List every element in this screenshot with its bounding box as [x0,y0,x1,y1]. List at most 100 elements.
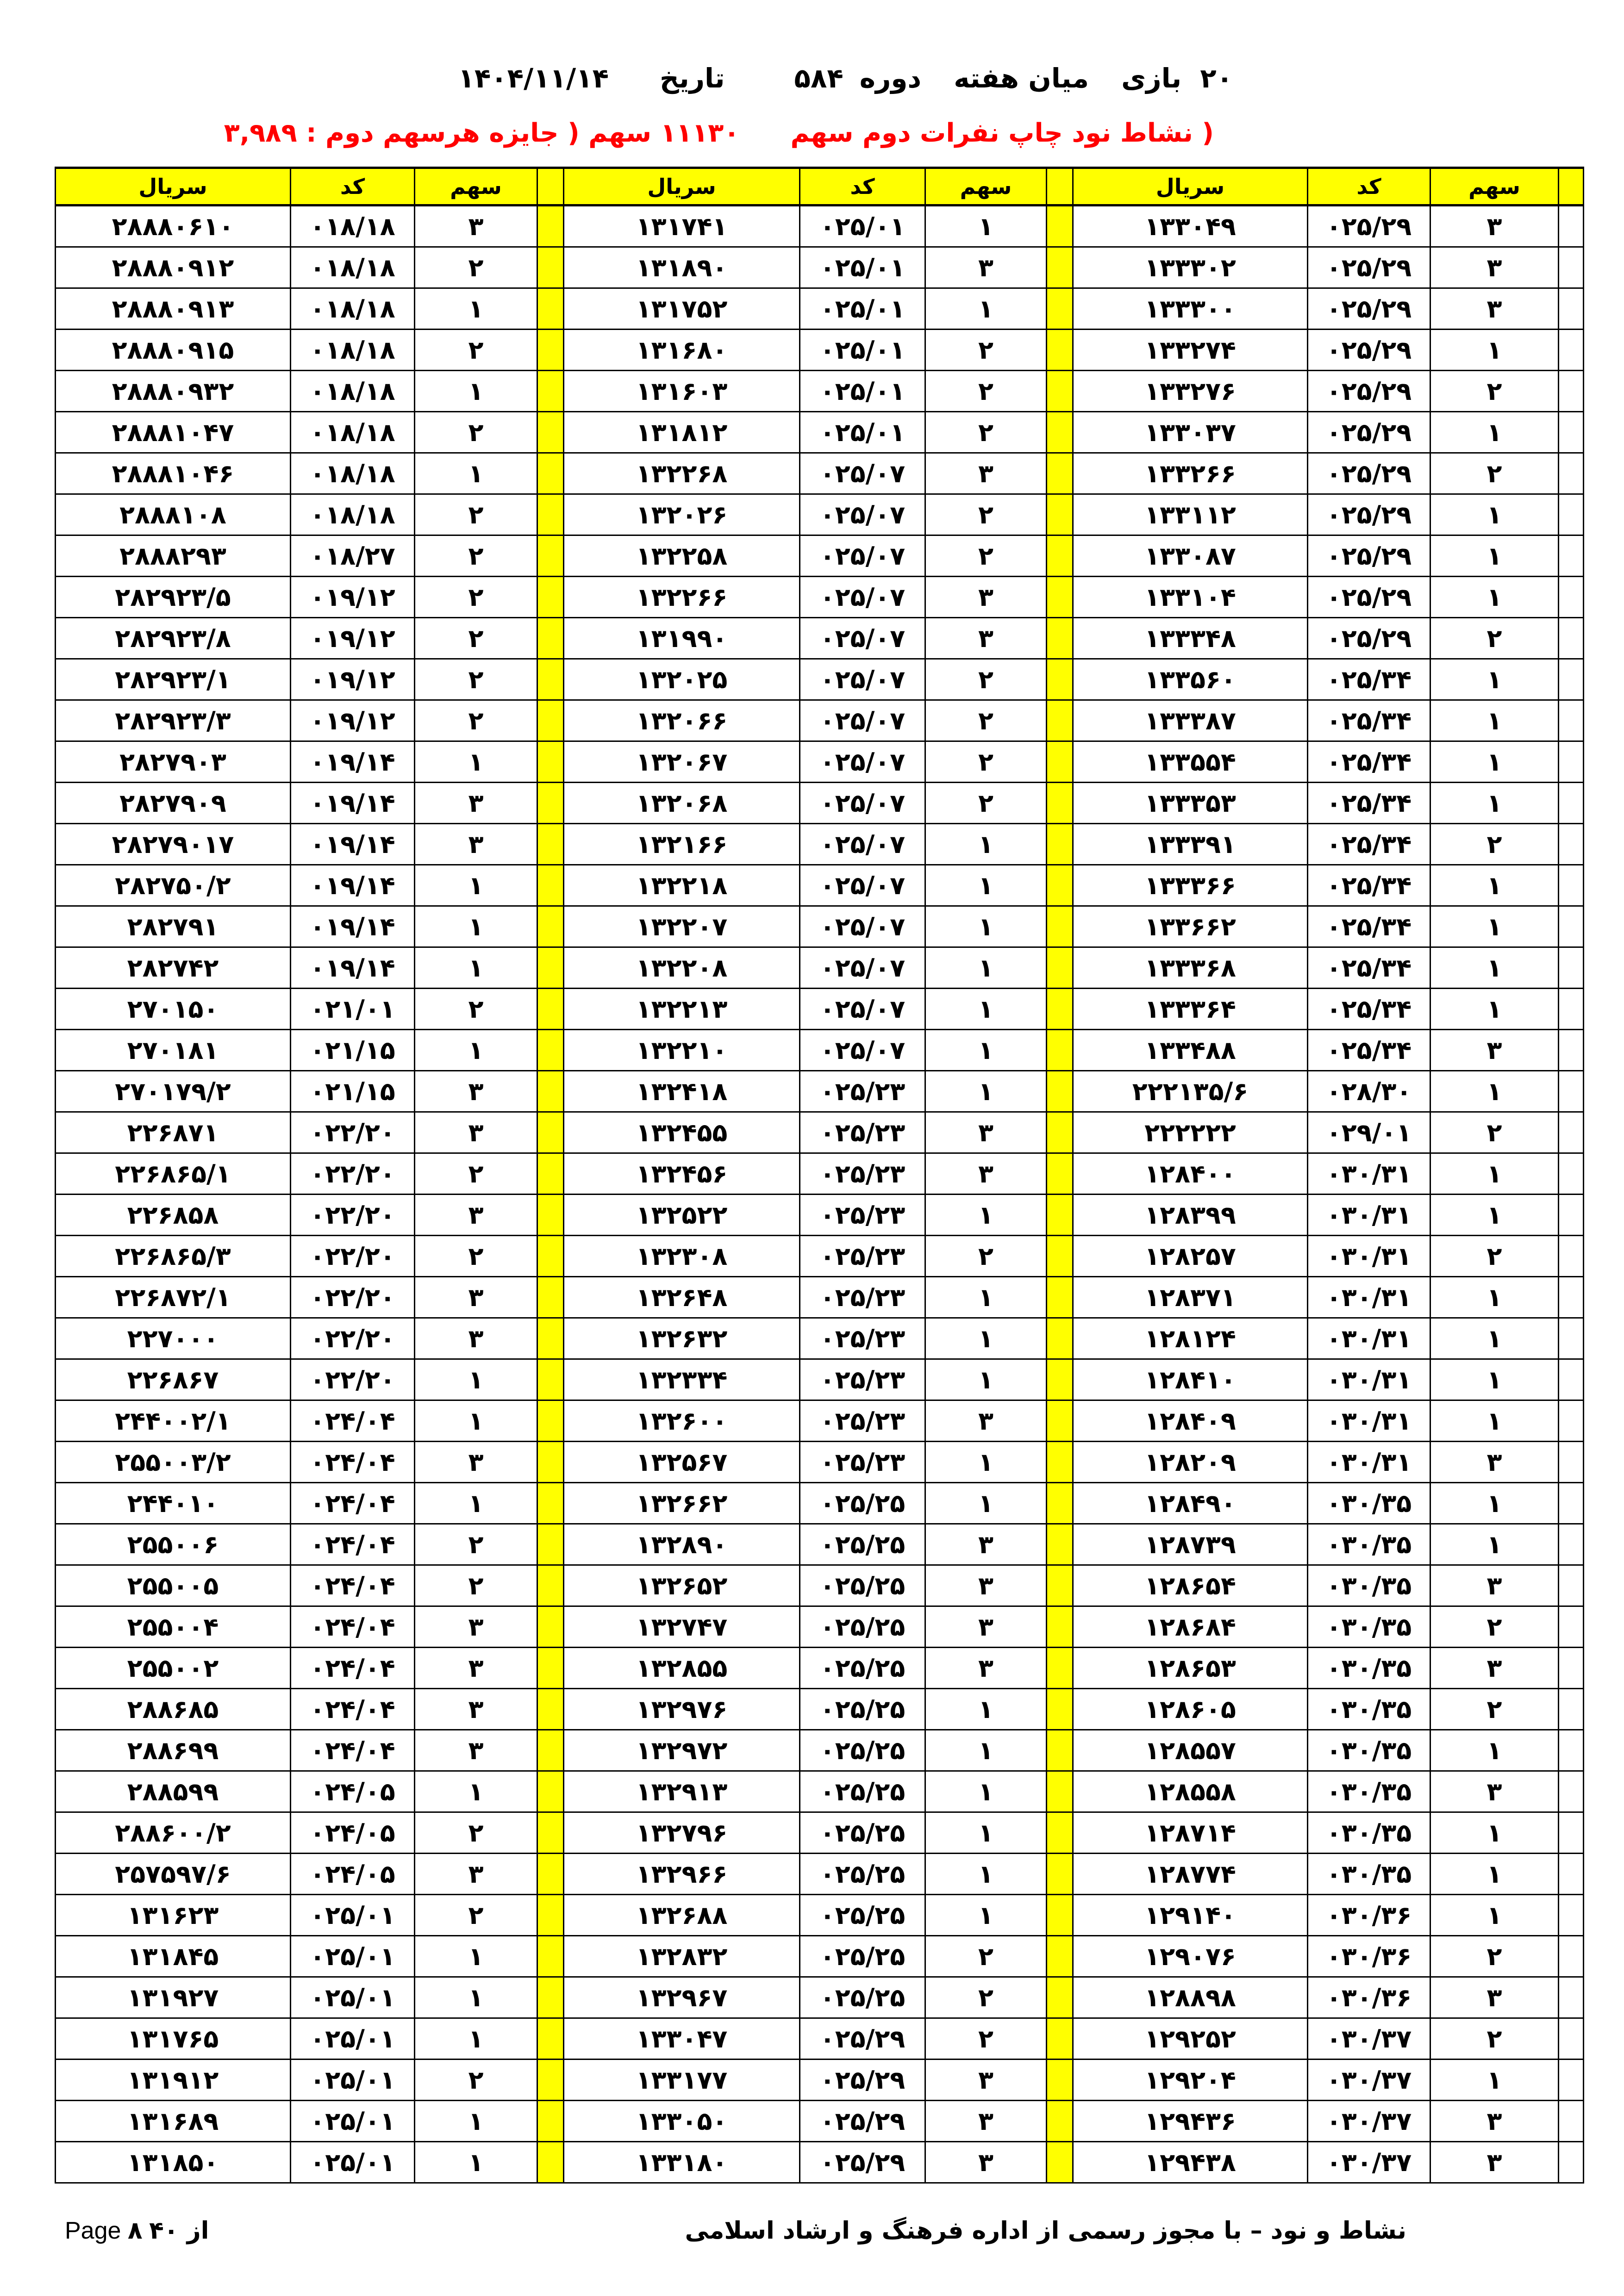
code-cell: ۰۳۰/۳۱ [1307,1235,1431,1277]
spacer-cell [537,1317,564,1360]
serial-cell: ۱۳۳۱۷۷ [563,2059,800,2101]
serial-cell: ۱۳۲۶۳۲ [563,1317,800,1360]
table-row: ۲۲۶۸۶۷ ۰۲۲/۲۰ ۱ ۱۳۲۳۳۴ ۰۲۵/۲۳ ۱ ۱۲۸۴۱۰ ۰۳۰/۳۱ ۱ [55,1358,1584,1401]
serial-cell: ۱۲۸۵۵۷ [1072,1729,1308,1772]
code-cell: ۰۲۵/۲۹ [1307,452,1431,495]
spacer-cell [1046,370,1074,412]
serial-cell: ۱۳۱۶۸۹ [55,2100,291,2142]
spacer-cell [1558,493,1584,536]
share-cell: ۳ [924,1564,1047,1607]
serial-cell: ۲۸۲۹۲۳/۵ [55,576,291,618]
spacer-cell [537,1235,564,1277]
spacer-cell [537,782,564,824]
serial-cell: ۱۳۲۹۶۶ [563,1853,800,1895]
serial-cell: ۱۳۲۰۶۷ [563,740,800,783]
code-cell: ۰۲۵/۳۴ [1307,864,1431,907]
share-cell: ۳ [1430,1441,1559,1483]
serial-cell: ۱۳۲۲۶۸ [563,452,800,495]
share-cell: ۳ [414,1647,538,1689]
serial-cell: ۲۸۸۶۰۰/۲ [55,1811,291,1854]
serial-cell: ۱۳۳۰۸۷ [1072,535,1308,577]
share-cell: ۳ [1430,1770,1559,1813]
spacer-cell [1558,2100,1584,2142]
serial-cell: ۲۲۶۸۶۷ [55,1358,291,1401]
share-cell: ۱ [924,1441,1047,1483]
share-cell: ۲ [1430,2017,1559,2060]
table-row: ۱۳۱۶۲۳ ۰۲۵/۰۱ ۲ ۱۳۲۶۸۸ ۰۲۵/۲۵ ۱ ۱۲۹۱۴۰ ۰۳۰/۳۶ ۱ [55,1894,1584,1936]
serial-cell: ۱۳۱۶۲۳ [55,1894,291,1936]
table-row: ۲۸۲۷۴۲ ۰۱۹/۱۴ ۱ ۱۳۲۲۰۸ ۰۲۵/۰۷ ۱ ۱۳۳۳۶۸ ۰۲۵/۳۴ ۱ [55,946,1584,989]
serial-cell: ۲۵۷۵۹۷/۶ [55,1853,291,1895]
serial-cell: ۱۲۹۴۳۶ [1072,2100,1308,2142]
serial-cell: ۲۸۸۸۲۹۳ [55,535,291,577]
serial-cell: ۱۲۸۵۵۸ [1072,1770,1308,1813]
code-cell: ۰۳۰/۳۶ [1307,1894,1431,1936]
code-cell: ۰۲۴/۰۴ [290,1605,415,1648]
code-cell: ۰۲۵/۰۷ [799,782,926,824]
code-cell: ۰۱۹/۱۲ [290,617,415,660]
serial-cell: ۱۲۸۴۰۰ [1072,1152,1308,1195]
share-cell: ۱ [414,370,538,412]
period-value: ۵۸۴ [794,62,843,94]
code-cell: ۰۲۵/۲۹ [1307,535,1431,577]
table-row: ۲۸۲۹۲۳/۸ ۰۱۹/۱۲ ۲ ۱۳۱۹۹۰ ۰۲۵/۰۷ ۳ ۱۳۳۳۴۸ ۰۲۵/۲۹… [55,617,1584,660]
spacer-cell [1558,1647,1584,1689]
serial-cell: ۱۲۹۰۷۶ [1072,1935,1308,1978]
share-cell: ۱ [924,988,1047,1030]
share-cell: ۱ [1430,1482,1559,1524]
code-cell: ۰۳۰/۳۵ [1307,1564,1431,1607]
table-row: ۲۸۲۹۲۳/۵ ۰۱۹/۱۲ ۲ ۱۳۲۲۶۶ ۰۲۵/۰۷ ۳ ۱۳۳۱۰۴ ۰۲۵/۲۹… [55,576,1584,618]
share-cell: ۱ [1430,1152,1559,1195]
serial-cell: ۱۳۳۳۸۷ [1072,699,1308,742]
spacer-cell [1558,1029,1584,1071]
share-cell: ۱ [1430,411,1559,454]
table-row: ۲۵۷۵۹۷/۶ ۰۲۴/۰۵ ۳ ۱۳۲۹۶۶ ۰۲۵/۲۵ ۱ ۱۲۸۷۷۴ ۰۳۰/۳۵… [55,1853,1584,1895]
spacer-cell [537,287,564,330]
spacer-cell [1046,1605,1074,1648]
spacer-cell [1046,1935,1074,1978]
code-cell: ۰۲۴/۰۴ [290,1729,415,1772]
spacer-cell [1558,1441,1584,1483]
code-cell: ۰۲۵/۰۷ [799,905,926,948]
spacer-cell [1046,1729,1074,1772]
share-cell: ۲ [1430,1935,1559,1978]
share-cell: ۲ [414,1894,538,1936]
share-cell: ۳ [414,1688,538,1730]
serial-cell: ۱۳۲۶۴۸ [563,1276,800,1319]
code-cell: ۰۳۰/۳۶ [1307,1935,1431,1978]
column-header-share: سهم [924,167,1047,206]
code-cell: ۰۲۵/۳۴ [1307,658,1431,701]
share-cell: ۱ [924,1853,1047,1895]
serial-cell: ۲۸۸۸۱۰۸ [55,493,291,536]
share-cell: ۳ [924,1400,1047,1442]
spacer-cell [537,823,564,865]
serial-cell: ۱۳۱۸۴۵ [55,1935,291,1978]
table-row: ۱۳۱۸۴۵ ۰۲۵/۰۱ ۱ ۱۳۲۸۳۲ ۰۲۵/۲۵ ۲ ۱۲۹۰۷۶ ۰۳۰/۳۶ ۲ [55,1935,1584,1978]
share-cell: ۱ [1430,329,1559,371]
code-cell: ۰۳۰/۳۱ [1307,1276,1431,1319]
code-cell: ۰۲۲/۲۰ [290,1152,415,1195]
spacer-cell [1558,411,1584,454]
share-cell: ۱ [1430,1523,1559,1566]
serial-cell: ۱۳۲۴۱۸ [563,1070,800,1113]
share-cell: ۲ [414,1235,538,1277]
serial-cell: ۱۲۸۴۹۰ [1072,1482,1308,1524]
share-cell: ۱ [1430,2059,1559,2101]
serial-cell: ۱۳۱۸۱۲ [563,411,800,454]
spacer-cell [1046,988,1074,1030]
code-cell: ۰۲۸/۳۰ [1307,1070,1431,1113]
share-cell: ۱ [924,1811,1047,1854]
spacer-cell [1558,2059,1584,2101]
serial-cell: ۱۲۹۲۵۲ [1072,2017,1308,2060]
share-cell: ۳ [924,617,1047,660]
code-cell: ۰۲۵/۲۳ [799,1400,926,1442]
serial-cell: ۲۸۸۸۰۹۳۲ [55,370,291,412]
code-cell: ۰۲۲/۲۰ [290,1276,415,1319]
code-cell: ۰۲۴/۰۴ [290,1523,415,1566]
spacer-cell [1046,205,1074,248]
share-cell: ۱ [1430,740,1559,783]
share-cell: ۱ [924,1688,1047,1730]
share-cell: ۱ [414,946,538,989]
serial-cell: ۱۳۲۱۶۶ [563,823,800,865]
share-cell: ۱ [1430,1194,1559,1236]
